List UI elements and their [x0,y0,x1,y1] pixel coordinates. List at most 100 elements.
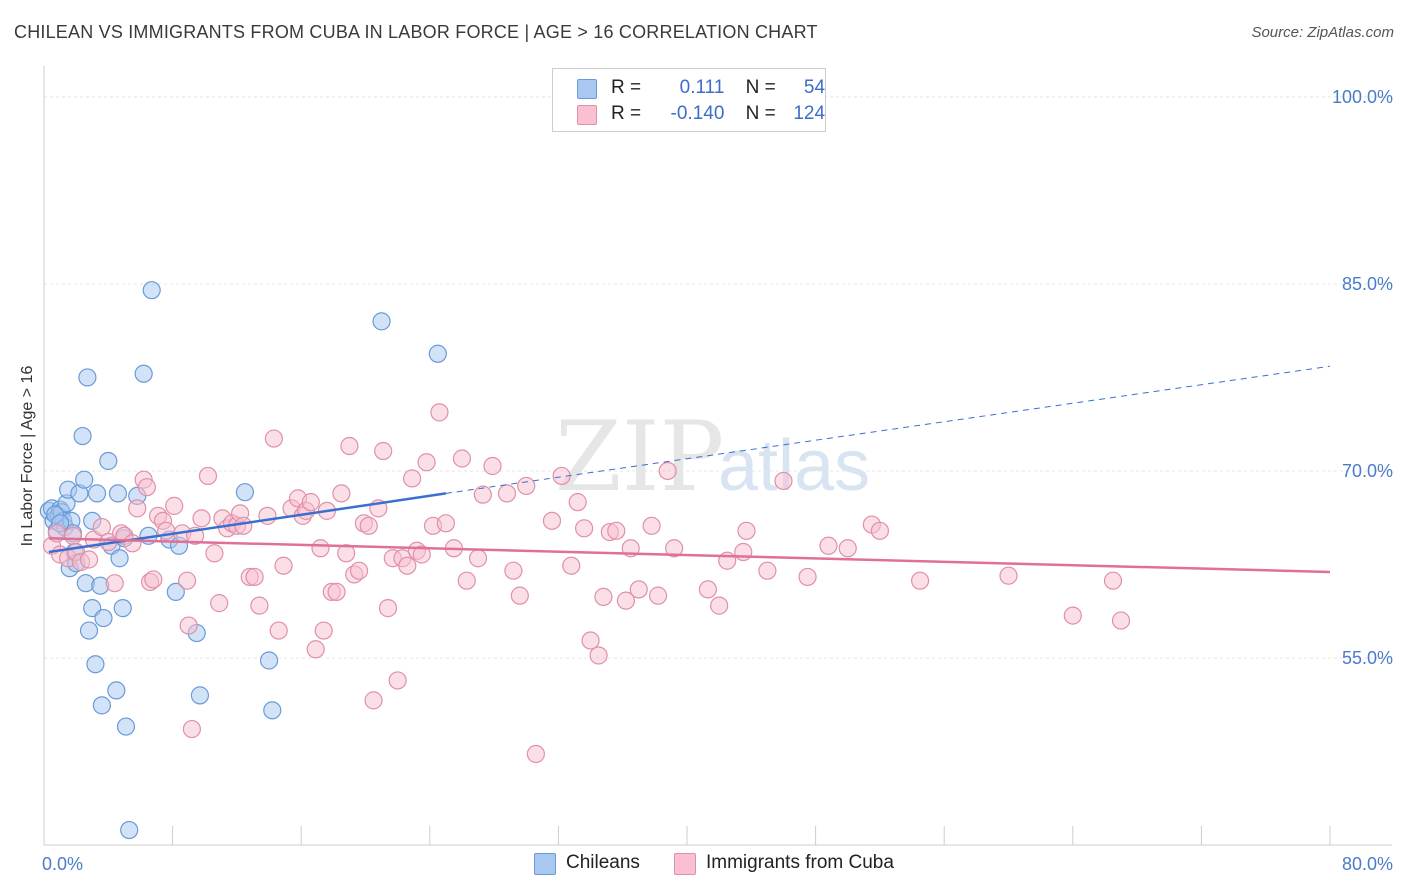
point-cuba-102 [629,580,648,599]
axes [43,66,1392,846]
point-chileans-49 [263,701,282,720]
point-chileans-17 [73,426,92,446]
point-chileans-31 [107,681,126,700]
legend-text-chileans: R = 0.111 N = 54 [611,77,825,99]
bottom-legend-label-chileans: Chileans [566,852,640,873]
point-chileans-41 [142,281,161,300]
point-cuba-96 [589,646,608,665]
legend-n-value: 54 [803,77,826,98]
y-tick-label-1: 70.0% [1342,461,1393,481]
point-cuba-103 [642,516,661,535]
point-cuba-94 [575,519,594,538]
point-cuba-80 [452,449,472,468]
point-cuba-116 [838,539,857,558]
point-cuba-69 [388,671,407,690]
point-cuba-114 [798,567,817,587]
series-cuba [42,403,1131,764]
point-chileans-50 [372,312,391,331]
point-cuba-58 [337,544,356,563]
point-cuba-122 [1103,571,1123,590]
point-cuba-82 [468,549,488,568]
point-cuba-95 [581,631,600,650]
point-chileans-47 [235,483,255,502]
point-chileans-21 [79,621,99,640]
point-cuba-51 [306,640,325,659]
point-cuba-43 [264,429,283,448]
point-cuba-7 [79,550,99,569]
point-cuba-110 [734,542,753,562]
point-cuba-92 [562,556,581,575]
point-cuba-41 [250,596,269,615]
legend-text-cuba: R = -0.140 N = 124 [611,103,825,125]
point-cuba-44 [269,621,288,640]
point-chileans-48 [259,651,279,670]
y-tick-label-0: 55.0% [1342,648,1393,668]
point-cuba-56 [327,582,346,602]
point-cuba-52 [311,539,330,558]
point-cuba-108 [710,596,729,615]
point-cuba-67 [378,599,398,618]
point-cuba-93 [568,493,587,512]
point-cuba-27 [182,719,201,739]
legend: R = 0.111 N = 54 R = -0.140 N = 124 [552,68,826,132]
legend-swatch-chileans [577,79,597,99]
watermark-zip: ZIP [555,401,724,513]
point-chileans-51 [428,344,447,363]
point-cuba-87 [510,586,529,605]
legend-r-label: R = [611,77,642,98]
point-chileans-37 [120,820,139,840]
point-cuba-118 [870,521,890,540]
point-cuba-107 [698,580,717,599]
point-chileans-43 [166,582,185,602]
point-cuba-40 [245,567,264,587]
point-cuba-97 [594,587,613,606]
x-tick-label-0: 0.0% [42,854,83,874]
point-cuba-61 [349,561,369,580]
point-cuba-115 [819,536,838,555]
point-cuba-105 [658,461,677,481]
point-cuba-119 [910,571,930,590]
point-cuba-86 [504,561,523,580]
point-chileans-20 [78,368,97,387]
point-cuba-71 [398,556,417,575]
point-cuba-25 [177,571,197,590]
point-cuba-59 [340,436,359,456]
watermark: ZIP atlas [555,401,870,513]
point-cuba-63 [359,516,378,535]
point-cuba-100 [616,591,636,610]
point-cuba-83 [473,485,492,504]
legend-n-label: N = [745,103,776,124]
point-cuba-30 [198,466,218,486]
trend-line-cuba [48,537,1331,574]
point-cuba-31 [205,544,224,563]
point-cuba-112 [758,561,777,580]
point-cuba-113 [774,471,793,491]
bottom-legend-label-cuba: Immigrants from Cuba [706,852,894,873]
point-cuba-75 [417,453,436,472]
point-cuba-15 [128,499,147,518]
point-chileans-29 [99,451,118,471]
point-cuba-17 [137,478,156,497]
point-cuba-29 [192,509,211,528]
point-cuba-106 [665,539,684,558]
point-cuba-50 [301,493,320,512]
point-cuba-99 [607,521,626,540]
legend-r-label: R = [611,103,642,124]
point-cuba-88 [517,476,536,496]
point-cuba-45 [274,556,293,575]
point-chileans-33 [110,549,129,568]
point-cuba-78 [436,514,455,533]
point-cuba-104 [648,586,668,605]
chart-source: Source: ZipAtlas.com [1251,24,1394,41]
point-cuba-120 [999,566,1018,585]
point-chileans-24 [86,655,105,674]
point-cuba-123 [1111,611,1131,630]
point-cuba-19 [144,570,163,589]
legend-n-label: N = [745,77,776,98]
point-cuba-4 [63,526,83,545]
point-cuba-9 [92,517,111,537]
point-chileans-18 [75,470,94,489]
point-cuba-57 [332,484,351,503]
point-cuba-72 [403,469,422,488]
legend-swatch-cuba [577,105,597,125]
